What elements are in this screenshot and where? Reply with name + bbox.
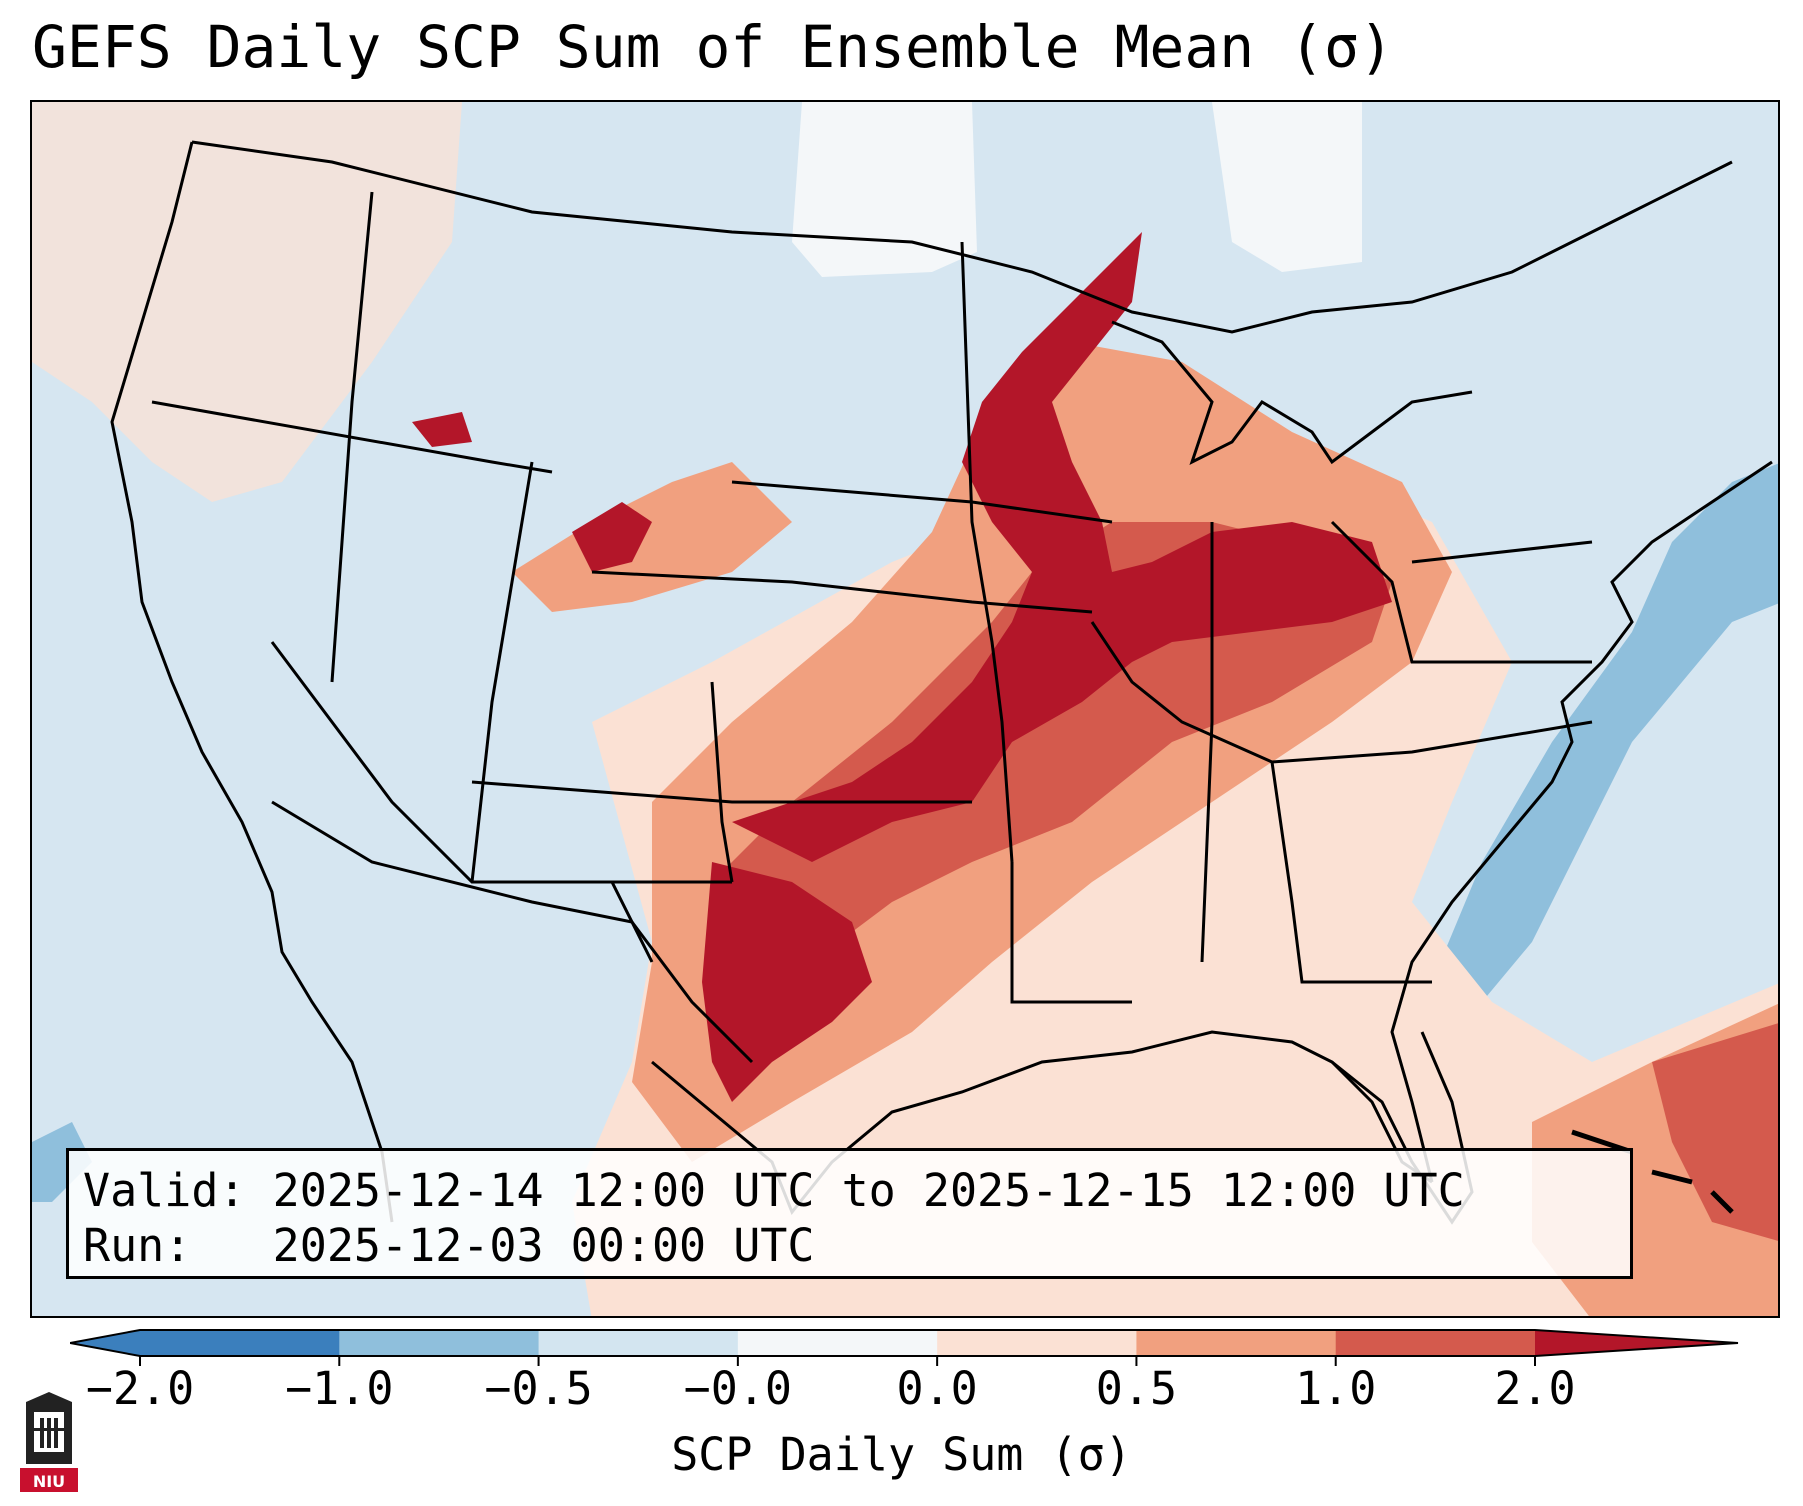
state-line-5 xyxy=(710,681,734,883)
state-line-6 xyxy=(960,241,1014,863)
west-coast xyxy=(110,141,394,1223)
state-line-9 xyxy=(1200,522,1214,963)
high-region-texas xyxy=(702,862,872,1102)
state-line-3 xyxy=(470,461,534,883)
state-line-12 xyxy=(1330,520,1592,664)
map-panel xyxy=(30,100,1780,1318)
slight-region-northwest xyxy=(32,102,462,502)
neutral-region-northeast xyxy=(1212,102,1362,272)
high-region-wyoming xyxy=(572,502,652,572)
colorbar-segment xyxy=(1335,1330,1536,1356)
state-line-2 xyxy=(330,191,374,683)
colorbar-label: SCP Daily Sum (σ) xyxy=(671,1428,1132,1481)
below-normal-atlantic xyxy=(1432,463,1778,1002)
colorbar-segment xyxy=(737,1330,938,1356)
colorbar-tick-label: −2.0 xyxy=(85,1362,195,1415)
colorbar-tick-label: 1.0 xyxy=(1295,1362,1377,1415)
colorbar-tick-label: −1.0 xyxy=(285,1362,394,1415)
state-line-16 xyxy=(1010,862,1132,1004)
valid-run-infobox: Valid: 2025-12-14 12:00 UTC to 2025-12-1… xyxy=(66,1148,1633,1279)
coastline-borders xyxy=(110,140,1773,1223)
colorbar-tick-label: −0.5 xyxy=(484,1362,593,1415)
chart-title: GEFS Daily SCP Sum of Ensemble Mean (σ) xyxy=(32,13,1394,81)
svg-text:NIU: NIU xyxy=(33,1472,65,1491)
colorbar-extend-high xyxy=(1535,1330,1738,1356)
colorbar-segment xyxy=(937,1330,1137,1356)
state-line-8 xyxy=(591,570,1093,614)
moderate-region-caribbean xyxy=(1652,1023,1778,1241)
canada-border xyxy=(191,140,1733,334)
colorbar-segment xyxy=(339,1330,540,1356)
colorbar-tick-label: 0.0 xyxy=(896,1362,978,1415)
valid-time-text: Valid: 2025-12-14 12:00 UTC to 2025-12-1… xyxy=(83,1164,1465,1217)
state-line-14 xyxy=(270,641,654,963)
colorbar-segment xyxy=(1136,1330,1337,1356)
university-tower-icon: NIU xyxy=(20,1392,78,1492)
state-line-7 xyxy=(731,480,1113,524)
neutral-region-north xyxy=(792,102,977,277)
colorbar-segment xyxy=(538,1330,739,1356)
colorbar-tick-label: −0.0 xyxy=(683,1362,793,1415)
colorbar xyxy=(70,1329,1739,1366)
state-line-4 xyxy=(471,780,972,804)
great-lakes xyxy=(1111,320,1473,465)
state-line-13 xyxy=(1411,540,1593,564)
colorbar-segment xyxy=(140,1330,340,1356)
colorbar-extend-low xyxy=(70,1330,140,1356)
colorbar-tick-label: 0.5 xyxy=(1095,1362,1178,1415)
below-normal-pacific xyxy=(32,1122,92,1202)
colorbar-tick-label: 2.0 xyxy=(1494,1362,1576,1415)
east-coast xyxy=(1390,460,1773,1183)
map-svg xyxy=(32,102,1778,1316)
mexico-border xyxy=(271,800,754,1064)
high-region-core xyxy=(732,232,1392,862)
low-region-rockies xyxy=(512,462,792,612)
run-time-text: Run: 2025-12-03 00:00 UTC xyxy=(83,1219,815,1272)
state-line-11 xyxy=(1270,761,1432,984)
state-line-10 xyxy=(1090,621,1593,764)
high-region-montana xyxy=(412,412,472,447)
moderate-region-plains xyxy=(712,522,1392,1022)
